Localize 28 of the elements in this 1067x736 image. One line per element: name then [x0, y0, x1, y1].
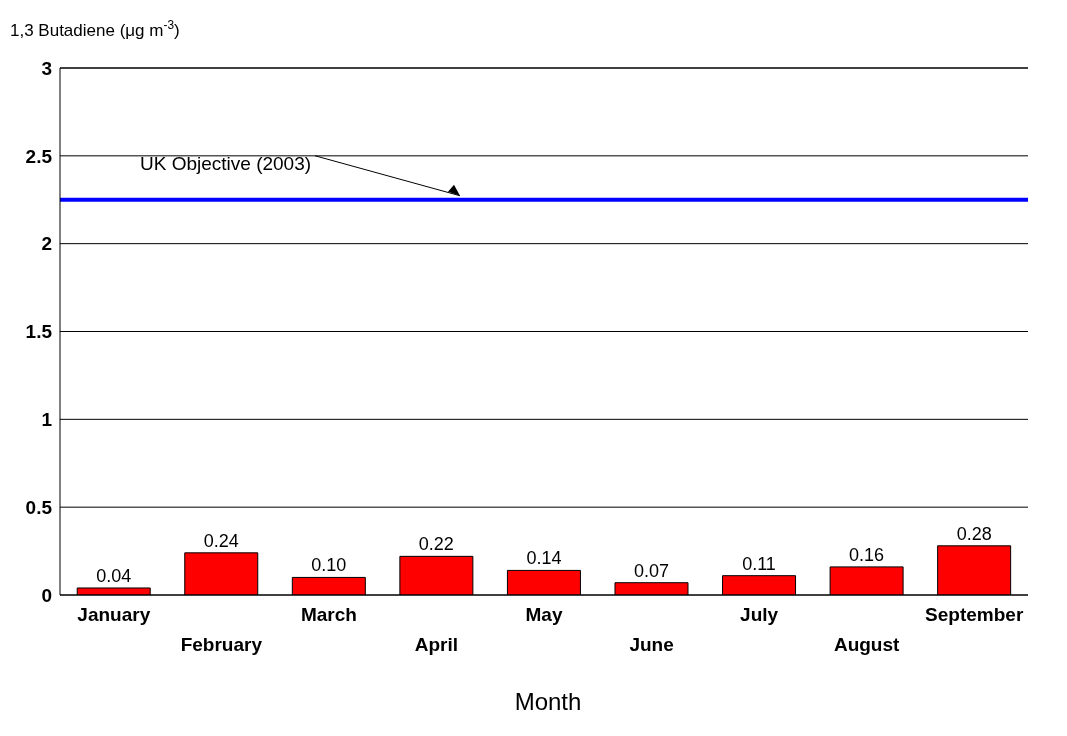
data-label: 0.16: [849, 544, 885, 565]
data-label: 0.07: [633, 560, 670, 581]
x-tick-label: September: [925, 604, 1024, 625]
data-label: 0.14: [526, 548, 562, 569]
x-axis-title: Month: [513, 688, 583, 716]
ref-line-label: UK Objective (2003): [140, 152, 312, 174]
x-tick-label: August: [833, 634, 901, 655]
x-tick-label: June: [629, 634, 674, 655]
y-tick-label: 3: [41, 57, 52, 79]
data-label: 0.11: [742, 553, 776, 574]
x-tick-label: January: [77, 604, 151, 625]
y-axis-title: 1,3 Butadiene (μg m$^{-3}$): [10, 18, 180, 40]
y-tick-label: 2.5: [25, 145, 53, 167]
y-tick-label: 2: [41, 233, 52, 255]
data-label: 0.28: [956, 523, 992, 544]
data-label: 0.10: [311, 555, 347, 576]
y-tick-label: 0.5: [25, 496, 53, 518]
y-tick-label: 1.5: [25, 321, 53, 343]
x-tick-label: March: [300, 604, 357, 625]
data-label: 0.24: [203, 530, 239, 551]
y-tick-label: 1: [41, 409, 53, 431]
x-tick-label: July: [740, 604, 779, 625]
data-label: 0.04: [96, 565, 132, 586]
x-tick-label: February: [180, 634, 263, 655]
x-tick-label: May: [525, 604, 563, 625]
data-label: 0.22: [418, 534, 454, 555]
x-tick-label: April: [414, 634, 459, 655]
y-tick-label: 0: [41, 584, 52, 606]
